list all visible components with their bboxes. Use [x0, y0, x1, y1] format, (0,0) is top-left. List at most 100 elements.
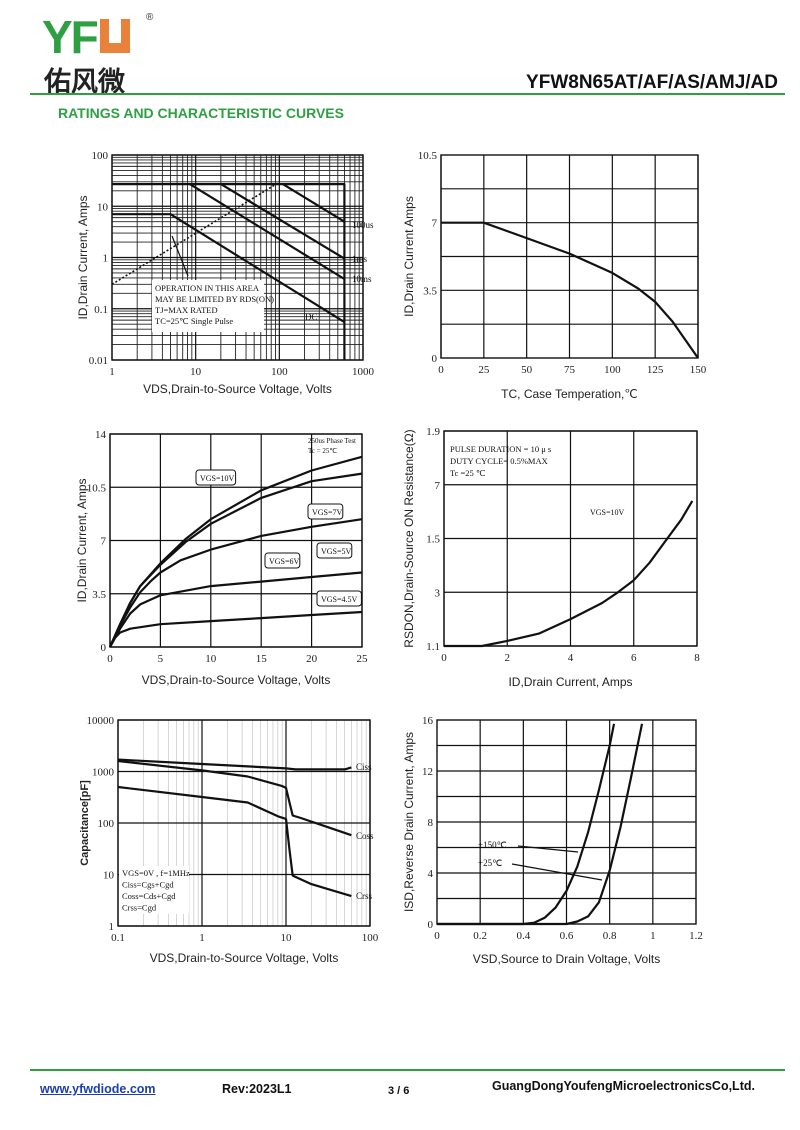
x-tick-label: 10 [190, 366, 202, 378]
y-tick-label: 1000 [92, 767, 115, 779]
y-tick-label: 1 [109, 921, 115, 933]
y-tick-label: 10.5 [418, 150, 438, 162]
x-tick-label: 10 [205, 653, 217, 665]
annotation-text: TJ=MAX RATED [155, 305, 218, 315]
y-axis-title: ID,Drain Current, Amps [76, 195, 90, 319]
y-axis-title: ID,Drain Current, Amps [75, 478, 89, 602]
x-axis-title: VDS,Drain-to-Source Voltage, Volts [143, 382, 332, 396]
series-label: +25℃ [478, 858, 502, 868]
y-tick-label: 0.1 [94, 304, 108, 316]
series-line-vgs-10v [444, 500, 694, 648]
arrow-150c [517, 845, 579, 853]
series-label: DC [305, 312, 318, 322]
logo-w-mark [99, 19, 130, 53]
y-tick-label: 1.9 [426, 426, 440, 438]
x-tick-label: 0.6 [560, 930, 574, 942]
chart-3: 0 5 10 15 20 25 0 3.5 7 10.5 14 VDS,Drain-to-Source… [75, 429, 368, 687]
x-tick-label: 75 [564, 364, 576, 376]
plot-frame [443, 430, 698, 647]
x-tick-label: 0 [107, 653, 113, 665]
x-tick-label: 1000 [352, 366, 375, 378]
y-axis-title: ID,Drain Current Amps [402, 196, 416, 317]
x-tick-label: 25 [478, 364, 490, 376]
website-link[interactable]: www.yfwdiode.com [40, 1082, 156, 1096]
x-tick-label: 8 [694, 652, 700, 664]
annotation-box [152, 280, 264, 332]
x-tick-label: 0.8 [603, 930, 617, 942]
annotation-text: Tc =25 ℃ [450, 468, 486, 478]
x-tick-label: 25 [357, 653, 369, 665]
x-tick-label: 4 [568, 652, 574, 664]
x-tick-label: 0 [438, 364, 444, 376]
series-label: VGS=7V [312, 508, 343, 517]
x-tick-label: 0.4 [516, 930, 530, 942]
x-tick-label: 5 [158, 653, 164, 665]
callout-box [316, 542, 353, 559]
x-tick-label: 1 [650, 930, 656, 942]
plot-frame [440, 154, 699, 359]
x-tick-label: 15 [256, 653, 268, 665]
series-line-coss [117, 759, 352, 837]
series-label: VGS=4.5V [321, 595, 358, 604]
series-label: 1ms [352, 254, 368, 264]
series-label: 100us [352, 220, 374, 230]
y-axis-title: Capacitance[pF] [79, 780, 91, 866]
chart-1: 1 10 100 1000 0.01 0.1 1 10 100 VDS,Drain-to-Sour… [76, 150, 375, 396]
x-tick-label: 20 [306, 653, 318, 665]
y-tick-label: 3.5 [92, 589, 106, 601]
series-line--150- [437, 723, 616, 926]
x-axis-title: VDS,Drain-to-Source Voltage, Volts [142, 673, 331, 687]
logo: YF [42, 14, 130, 60]
logo-chinese-name: 佑风微 [44, 67, 125, 98]
annotation-text: Tc = 25℃ [308, 447, 337, 455]
plot-frame [109, 433, 363, 648]
y-tick-label: 3 [435, 587, 441, 599]
x-tick-label: 0.2 [473, 930, 487, 942]
x-tick-label: 2 [505, 652, 511, 664]
logo-yf: YF [42, 11, 99, 63]
y-tick-label: 100 [98, 818, 115, 830]
y-tick-label: 1.1 [426, 641, 440, 653]
series-label: Crss [356, 891, 373, 901]
annotation-text: 250us Phase Test [308, 437, 356, 445]
series-label: +150℃ [478, 840, 507, 850]
annotation-text: TC=25℃ Single Pulse [155, 316, 233, 326]
y-tick-label: 0 [101, 642, 107, 654]
plot-frame [111, 154, 364, 361]
callout-box [264, 552, 301, 569]
series-line-100us [282, 183, 345, 223]
series-line-crss [117, 785, 352, 898]
chart-5: 0.1 1 10 100110100100010000VDS,Drain-to-Sou… [79, 715, 379, 965]
part-number: YFW8N65AT/AF/AS/AMJ/AD [526, 72, 778, 93]
series-label: VGS=10V [200, 474, 235, 483]
x-tick-label: 100 [604, 364, 621, 376]
x-axis-title: VDS,Drain-to-Source Voltage, Volts [150, 951, 339, 965]
annotation-text: Ciss=Cgs+Cgd [122, 880, 174, 890]
major-grid [437, 720, 696, 924]
series-line-1ms [220, 183, 345, 260]
y-tick-label: 12 [422, 766, 433, 778]
x-tick-label: 100 [271, 366, 288, 378]
y-tick-label: 0 [428, 919, 434, 931]
revision: Rev:2023L1 [222, 1082, 292, 1096]
series-line-vgs-5v [109, 571, 363, 648]
series-label: 10ms [352, 274, 372, 284]
y-tick-label: 10 [97, 201, 109, 213]
y-tick-label: 14 [95, 429, 107, 441]
x-axis-title: TC, Case Temperation,℃ [501, 387, 638, 401]
series-line--25- [437, 723, 644, 926]
x-tick-label: 0.1 [111, 932, 125, 944]
series-line-ciss [117, 758, 352, 771]
y-tick-label: 0 [432, 353, 438, 365]
y-tick-label: 10.5 [87, 482, 107, 494]
major-grid [440, 155, 699, 358]
x-tick-label: 10 [281, 932, 293, 944]
x-axis-title: VSD,Source to Drain Voltage, Volts [473, 952, 660, 966]
y-tick-label: 3.5 [423, 285, 437, 297]
registered-mark: ® [146, 12, 154, 23]
callout-box [316, 590, 362, 607]
series-line-boundary [112, 183, 346, 360]
annotation-text: OPERATION IN THIS AREA [155, 283, 260, 293]
series-label: VGS=10V [590, 508, 625, 517]
